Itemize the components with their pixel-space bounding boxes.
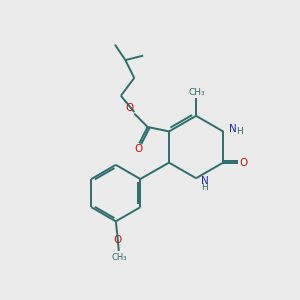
- Text: O: O: [114, 235, 122, 245]
- Text: N: N: [201, 176, 209, 186]
- Text: O: O: [239, 158, 248, 168]
- Text: CH₃: CH₃: [188, 88, 205, 97]
- Text: O: O: [135, 144, 143, 154]
- Text: O: O: [126, 103, 134, 113]
- Text: N: N: [229, 124, 236, 134]
- Text: CH₃: CH₃: [111, 254, 127, 262]
- Text: H: H: [202, 183, 208, 192]
- Text: H: H: [236, 127, 243, 136]
